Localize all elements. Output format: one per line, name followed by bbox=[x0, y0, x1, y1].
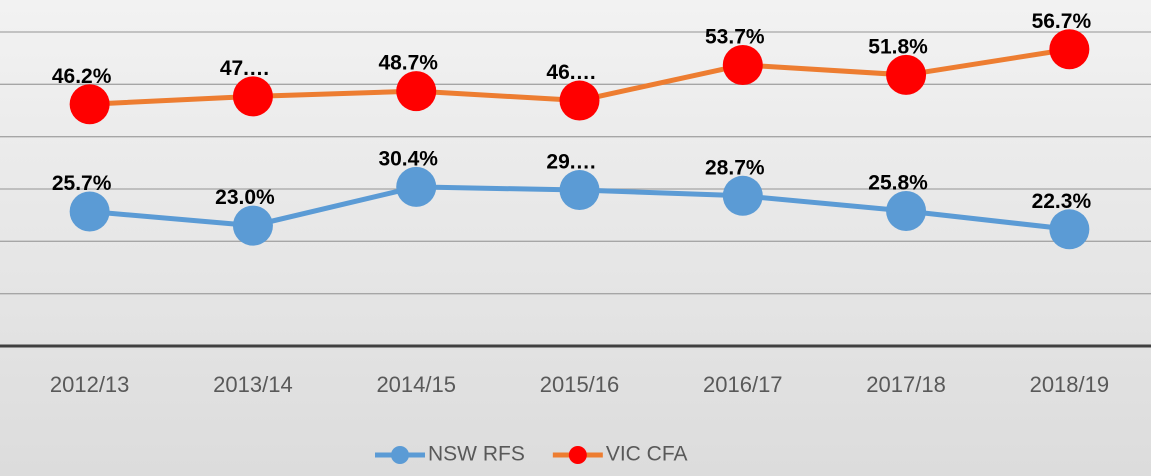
marker bbox=[886, 190, 927, 231]
x-tick-label: 2013/14 bbox=[213, 372, 293, 397]
x-tick-label: 2012/13 bbox=[50, 372, 130, 397]
data-label: 51.8% bbox=[868, 35, 928, 58]
marker bbox=[396, 71, 437, 112]
marker bbox=[396, 166, 437, 207]
x-tick-label: 2015/16 bbox=[540, 372, 620, 397]
legend-marker bbox=[391, 446, 409, 464]
data-label: 46.2% bbox=[52, 65, 112, 88]
legend-label: NSW RFS bbox=[428, 443, 525, 466]
marker bbox=[69, 84, 110, 125]
x-tick-label: 2017/18 bbox=[866, 372, 946, 397]
data-label: 29.… bbox=[546, 151, 596, 174]
marker bbox=[1049, 29, 1090, 70]
x-tick-label: 2016/17 bbox=[703, 372, 783, 397]
data-label: 56.7% bbox=[1032, 10, 1092, 33]
data-label: 22.3% bbox=[1032, 190, 1092, 213]
marker bbox=[1049, 209, 1090, 250]
legend-marker bbox=[568, 446, 587, 464]
marker bbox=[722, 44, 763, 85]
data-label: 25.7% bbox=[52, 172, 112, 195]
marker bbox=[559, 170, 600, 211]
data-label: 53.7% bbox=[705, 26, 765, 49]
marker bbox=[559, 80, 600, 121]
marker bbox=[232, 76, 273, 117]
data-label: 28.7% bbox=[705, 156, 765, 179]
x-tick-label: 2018/19 bbox=[1030, 372, 1110, 397]
data-label: 30.4% bbox=[378, 147, 438, 170]
marker bbox=[69, 191, 110, 232]
marker bbox=[232, 205, 273, 246]
data-label: 48.7% bbox=[378, 52, 438, 75]
data-label: 47.… bbox=[220, 57, 270, 80]
marker bbox=[886, 54, 927, 95]
marker bbox=[722, 175, 763, 216]
data-label: 23.0% bbox=[215, 186, 275, 209]
x-tick-label: 2014/15 bbox=[376, 372, 456, 397]
data-label: 46.… bbox=[546, 61, 596, 84]
data-label: 25.8% bbox=[868, 172, 928, 195]
legend-label: VIC CFA bbox=[606, 443, 688, 466]
